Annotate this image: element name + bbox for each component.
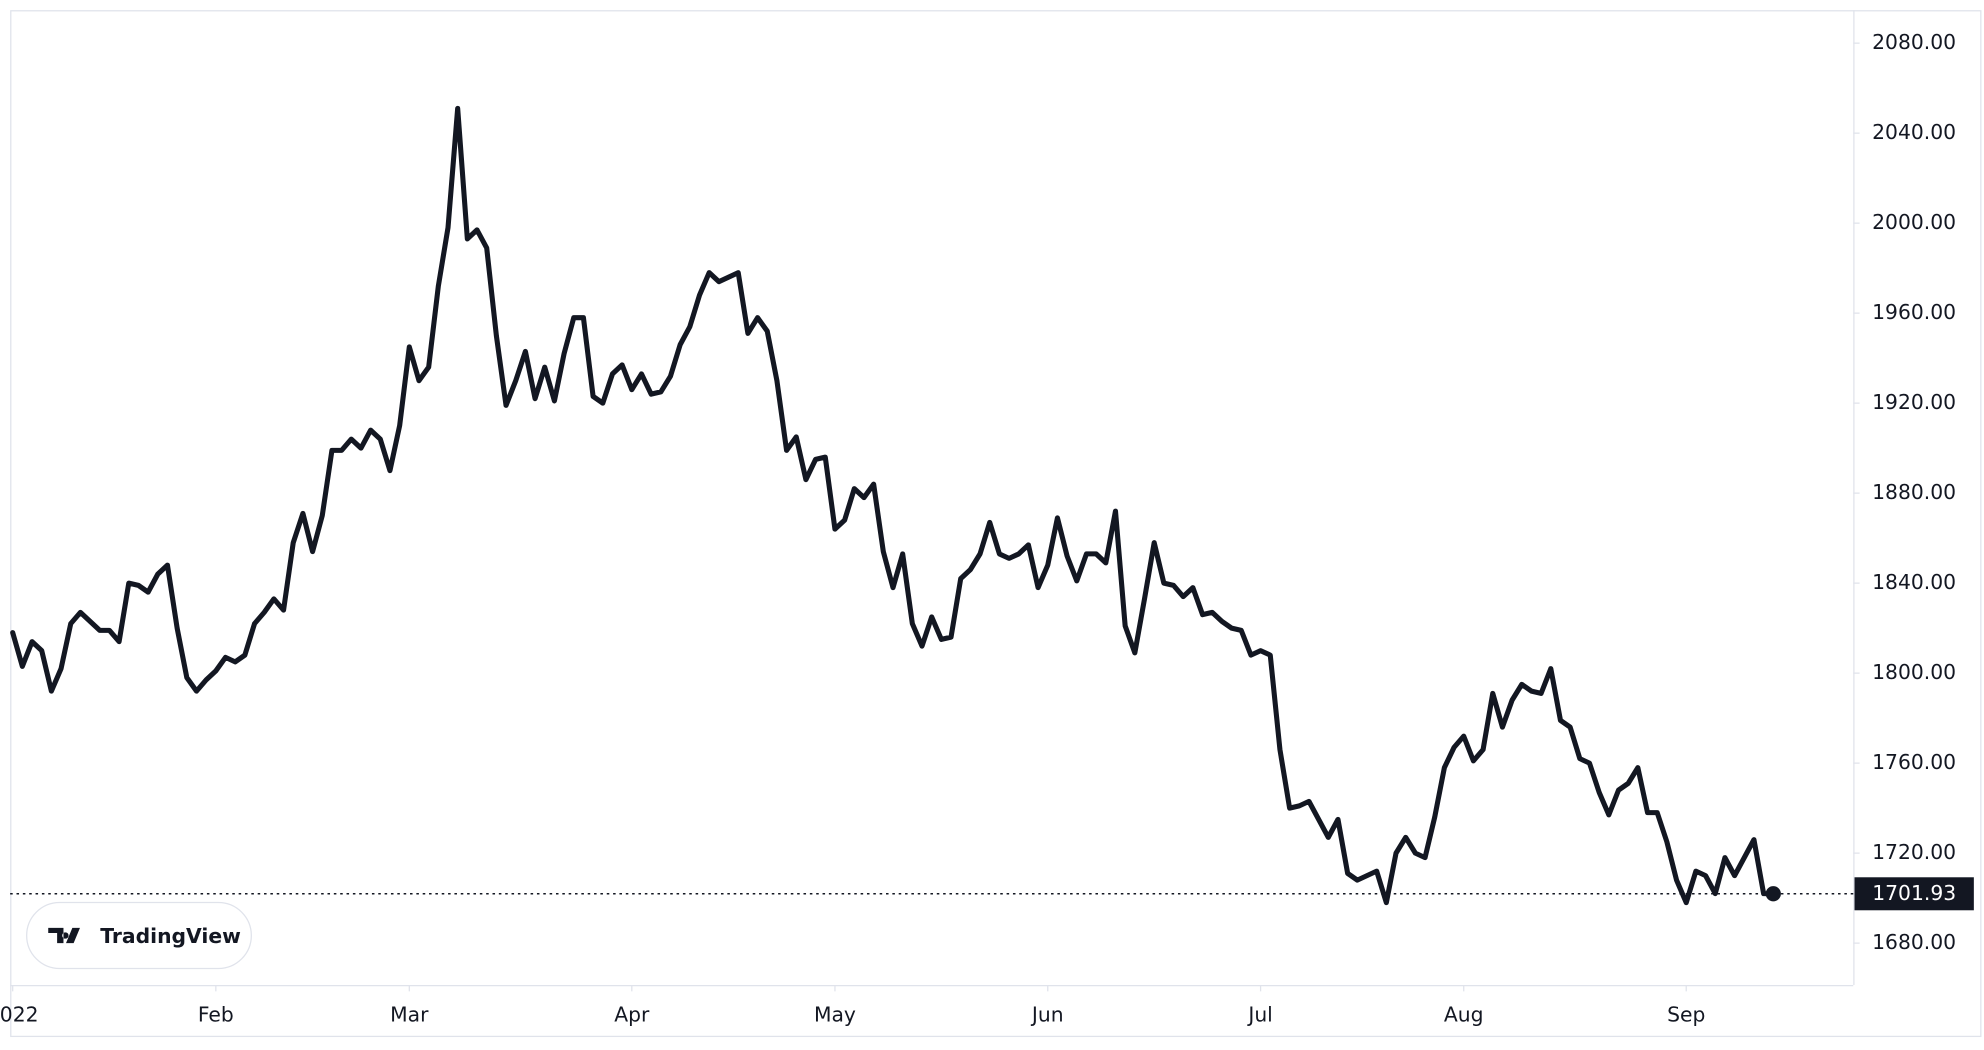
watermark-text[interactable]: TradingView xyxy=(100,924,241,948)
frame xyxy=(10,10,1982,1038)
x-tick-label: Apr xyxy=(614,1002,650,1026)
y-tick-label: 2040.00 xyxy=(1872,120,1956,144)
x-tick-label: 2022 xyxy=(0,1002,39,1026)
y-tick-label: 2080.00 xyxy=(1872,30,1956,54)
y-tick-label: 1760.00 xyxy=(1872,750,1956,774)
y-tick-label: 1680.00 xyxy=(1872,930,1956,954)
watermark-logo xyxy=(48,927,80,944)
x-tick-label: Feb xyxy=(198,1002,234,1026)
last-point xyxy=(1765,886,1781,902)
y-tick-label: 1840.00 xyxy=(1872,570,1956,594)
y-tick-label: 1920.00 xyxy=(1872,390,1956,414)
last-price-box xyxy=(1854,877,1974,911)
last-price-label: 1701.93 xyxy=(1872,881,1956,905)
y-tick-label: 2000.00 xyxy=(1872,210,1956,234)
x-tick-label: Jul xyxy=(1246,1002,1273,1026)
y-tick-label: 1720.00 xyxy=(1872,840,1956,864)
x-tick-label: Mar xyxy=(390,1002,429,1026)
x-tick-label: Sep xyxy=(1667,1002,1705,1026)
y-tick-label: 1960.00 xyxy=(1872,300,1956,324)
watermark-box[interactable] xyxy=(26,901,252,970)
y-tick-label: 1880.00 xyxy=(1872,480,1956,504)
x-tick-label: Jun xyxy=(1030,1002,1064,1026)
x-tick-label: Aug xyxy=(1444,1002,1484,1026)
x-tick-label: May xyxy=(814,1002,856,1026)
y-tick-label: 1800.00 xyxy=(1872,660,1956,684)
price-line xyxy=(10,105,1776,906)
